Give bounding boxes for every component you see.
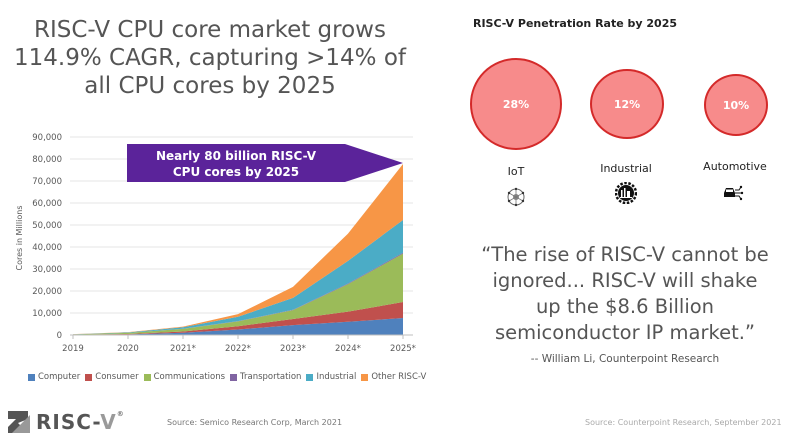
y-tick-label: 80,000 bbox=[32, 155, 62, 165]
legend-label: Industrial bbox=[316, 372, 357, 382]
legend-swatch bbox=[28, 373, 35, 381]
legend-swatch bbox=[361, 373, 369, 381]
y-tick-label: 30,000 bbox=[32, 265, 62, 275]
legend-item: Consumer bbox=[85, 372, 139, 382]
quote-attribution: -- William Li, Counterpoint Research bbox=[530, 353, 720, 365]
legend-swatch bbox=[230, 373, 238, 381]
quote-line-3: up the $8.6 Billion bbox=[535, 295, 715, 318]
y-tick-label: 20,000 bbox=[32, 287, 62, 297]
y-tick-label: 60,000 bbox=[32, 199, 62, 209]
chart-legend: Computer Consumer Communications Transporta… bbox=[28, 372, 426, 382]
legend-swatch bbox=[143, 373, 151, 381]
legend-item: Industrial bbox=[306, 372, 356, 382]
quote-line-2: ignored... RISC-V will shake bbox=[492, 269, 758, 292]
y-tick-label: 10,000 bbox=[32, 309, 62, 319]
axes: 0 10,000 20,000 30,000 40,000 50,000 60,000 70,… bbox=[32, 133, 416, 354]
logo-text-main: RISC- bbox=[36, 410, 101, 434]
legend-label: Communications bbox=[153, 372, 226, 382]
bubble-automotive: 10% bbox=[704, 74, 768, 136]
risc-v-logo-text: RISC-V® bbox=[36, 410, 125, 434]
risc-v-logo-icon bbox=[8, 411, 30, 433]
callout-line-2: CPU cores by 2025 bbox=[173, 165, 299, 179]
area-other-risc-v bbox=[73, 164, 403, 335]
y-tick-label: 40,000 bbox=[32, 243, 62, 253]
legend-label: Other RISC-V bbox=[371, 372, 427, 382]
y-tick-label: 50,000 bbox=[32, 221, 62, 231]
legend-label: Consumer bbox=[95, 372, 139, 382]
x-tick-label: 2019 bbox=[62, 344, 84, 354]
legend-swatch bbox=[85, 373, 93, 381]
legend-item: Transportation bbox=[230, 372, 301, 382]
callout-line-1: Nearly 80 billion RISC-V bbox=[156, 149, 317, 163]
stacked-area-chart: 0 10,000 20,000 30,000 40,000 50,000 60,000 70,… bbox=[15, 133, 416, 354]
bubble-value: 28% bbox=[502, 97, 530, 111]
source-left: Source: Semico Research Corp, March 2021 bbox=[167, 418, 343, 427]
quote: “The rise of RISC-V cannot be ignored...… bbox=[450, 242, 800, 346]
segment-label-automotive: Automotive bbox=[703, 160, 767, 173]
series-areas bbox=[73, 164, 403, 335]
legend-swatch bbox=[306, 373, 314, 381]
x-tick-label: 2021* bbox=[170, 344, 196, 354]
x-tick-label: 2024* bbox=[335, 344, 361, 354]
legend-item: Computer bbox=[28, 372, 80, 382]
industrial-gear-icon bbox=[615, 182, 637, 204]
legend-item: Communications bbox=[143, 372, 226, 382]
area-communications bbox=[73, 253, 403, 335]
bubble-value: 10% bbox=[722, 98, 750, 112]
quote-line-4: semiconductor IP market.” bbox=[494, 321, 756, 344]
headline: RISC-V CPU core market grows 114.9% CAGR… bbox=[0, 16, 420, 100]
penetration-title: RISC-V Penetration Rate by 2025 bbox=[472, 17, 677, 30]
automotive-car-icon bbox=[724, 185, 744, 201]
bubble-value: 12% bbox=[613, 97, 641, 111]
legend-label: Computer bbox=[38, 372, 81, 382]
iot-network-icon bbox=[507, 187, 525, 207]
segment-label-iot: IoT bbox=[507, 165, 525, 178]
source-right: Source: Counterpoint Research, September… bbox=[585, 418, 782, 427]
x-tick-label: 2023* bbox=[280, 344, 306, 354]
callout-arrow: Nearly 80 billion RISC-V CPU cores by 20… bbox=[127, 144, 403, 182]
legend-item: Other RISC-V bbox=[361, 372, 426, 382]
x-tick-label: 2022* bbox=[225, 344, 251, 354]
bubble-industrial: 12% bbox=[590, 69, 664, 139]
y-tick-label: 70,000 bbox=[32, 177, 62, 187]
quote-line-1: “The rise of RISC-V cannot be bbox=[481, 243, 769, 266]
registered-mark: ® bbox=[116, 410, 125, 418]
headline-line-2: 114.9% CAGR, capturing >14% of bbox=[14, 45, 406, 71]
logo-text-v: V bbox=[100, 410, 117, 434]
area-computer bbox=[73, 318, 403, 335]
callout-shape bbox=[127, 144, 403, 182]
area-consumer bbox=[73, 302, 403, 335]
risc-v-logo: RISC-V® bbox=[8, 410, 125, 434]
legend-label: Transportation bbox=[240, 372, 302, 382]
area-industrial bbox=[73, 219, 403, 335]
x-tick-label: 2025* bbox=[390, 344, 416, 354]
y-tick-label: 0 bbox=[57, 331, 62, 341]
headline-line-1: RISC-V CPU core market grows bbox=[34, 17, 386, 43]
bubble-iot: 28% bbox=[470, 58, 562, 150]
headline-line-3: all CPU cores by 2025 bbox=[84, 73, 336, 99]
y-axis-label: Cores in Millions bbox=[15, 206, 24, 271]
x-tick-label: 2020 bbox=[117, 344, 139, 354]
segment-label-industrial: Industrial bbox=[600, 162, 652, 175]
y-tick-label: 90,000 bbox=[32, 133, 62, 143]
